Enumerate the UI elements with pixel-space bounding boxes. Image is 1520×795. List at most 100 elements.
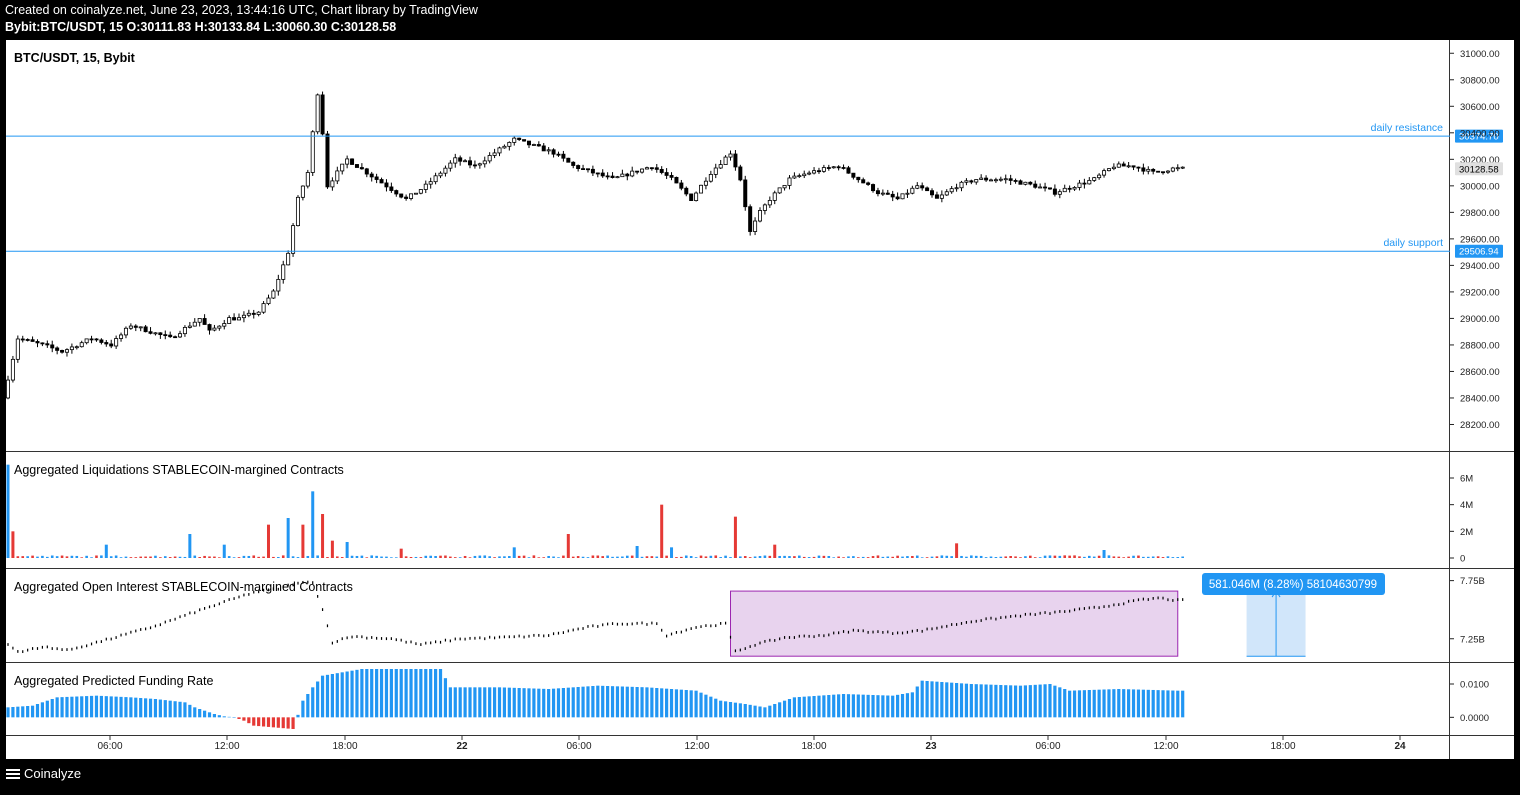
candle-body [959,181,964,189]
candle-body [158,332,163,336]
menu-icon[interactable] [6,768,20,779]
liquidation-bar [296,557,300,558]
y-tick-label: 2M [1460,527,1473,538]
candle-body [305,172,310,187]
liquidation-bar [50,555,54,558]
liquidation-bar [291,556,295,558]
candle-body [939,194,944,199]
candle-body [423,183,428,190]
candle-body [610,175,615,178]
candle-body [1146,168,1151,172]
funding-bar [316,681,320,718]
liquidation-bar [758,556,762,558]
candle-body [20,338,25,341]
chart-svg[interactable]: daily resistance daily support 581.046M (… [5,40,1514,759]
candle-body [241,314,246,319]
liquidation-bar [793,556,796,558]
funding-bar [620,686,624,718]
candle-body [640,168,645,173]
candle-body [256,311,261,315]
liquidation-bar [41,555,44,558]
funding-bar [517,688,521,718]
candle-body [15,338,20,360]
funding-bar [438,669,443,718]
candle-body [703,180,708,186]
liquidation-bar [522,555,526,558]
candle-body [502,145,507,149]
liquidation-bar [684,555,688,558]
candle-body [1141,167,1146,172]
liquidation-bar [321,514,325,558]
liquidation-bar [129,557,133,558]
liquidation-bar [198,557,201,558]
x-tick-label: 22 [456,741,468,752]
funding-bar [807,696,811,718]
liquidation-bar [871,556,875,558]
candle-body [1082,182,1087,185]
funding-bar [1082,690,1086,718]
candle-body [25,339,30,341]
funding-bar [699,692,703,718]
funding-bar [1146,689,1150,718]
liquidation-bar [1117,556,1121,558]
funding-bar [1058,687,1062,718]
candle-body [836,166,841,169]
liquidation-bar [134,557,138,558]
liquidation-bar [252,555,256,558]
funding-bar [881,695,885,718]
candle-body [989,179,994,182]
candle-body [5,379,10,399]
funding-bar [930,681,934,718]
funding-bar [527,688,531,718]
liquidation-bar [739,556,742,558]
liquidation-bar [213,556,216,558]
liquidation-bar [724,555,727,558]
footer-brand[interactable]: Coinalyze [6,766,81,781]
candle-body [546,149,551,152]
liquidation-bar [660,504,664,558]
candle-body [404,196,409,199]
x-tick-label: 24 [1394,741,1406,752]
liquidation-bar [950,556,953,558]
funding-bar [625,686,629,718]
liquidation-bar [1102,550,1106,558]
x-tick-label: 18:00 [1270,741,1295,752]
candle-body [699,184,704,194]
candle-body [964,180,969,183]
liquidation-bar [974,555,978,558]
candle-body [212,327,217,331]
candle-body [600,172,605,177]
candle-body [1111,166,1116,170]
liquidation-bar [237,557,241,558]
candle-body [492,152,497,156]
candle-body [590,168,595,174]
liquidation-bar [414,556,418,558]
liquidation-bar [468,557,472,558]
candle-body [286,252,291,266]
candle-body [536,144,541,147]
y-tick-label: 30400.00 [1460,128,1500,139]
funding-bar [606,686,610,718]
candle-body [654,167,659,170]
funding-bar [512,687,516,718]
candle-body [920,185,925,189]
funding-bar [365,669,369,718]
chart-area[interactable]: daily resistance daily support 581.046M (… [5,40,1514,759]
candle-body [541,145,546,152]
liquidation-bar [655,556,659,558]
liquidation-bar [316,555,319,558]
funding-bar [719,700,723,718]
funding-bar [1141,689,1145,718]
funding-bar [1038,684,1042,718]
liquidation-bar [625,555,629,558]
liquidation-bar [385,556,388,558]
candle-body [291,225,296,254]
liquidation-bar [547,555,550,558]
funding-bar [1053,685,1057,718]
liquidation-bar [404,556,408,558]
liquidation-bar [60,555,64,558]
candle-body [487,155,492,162]
x-tick-label: 12:00 [214,741,239,752]
funding-bar [768,705,772,718]
funding-bar [743,704,747,718]
